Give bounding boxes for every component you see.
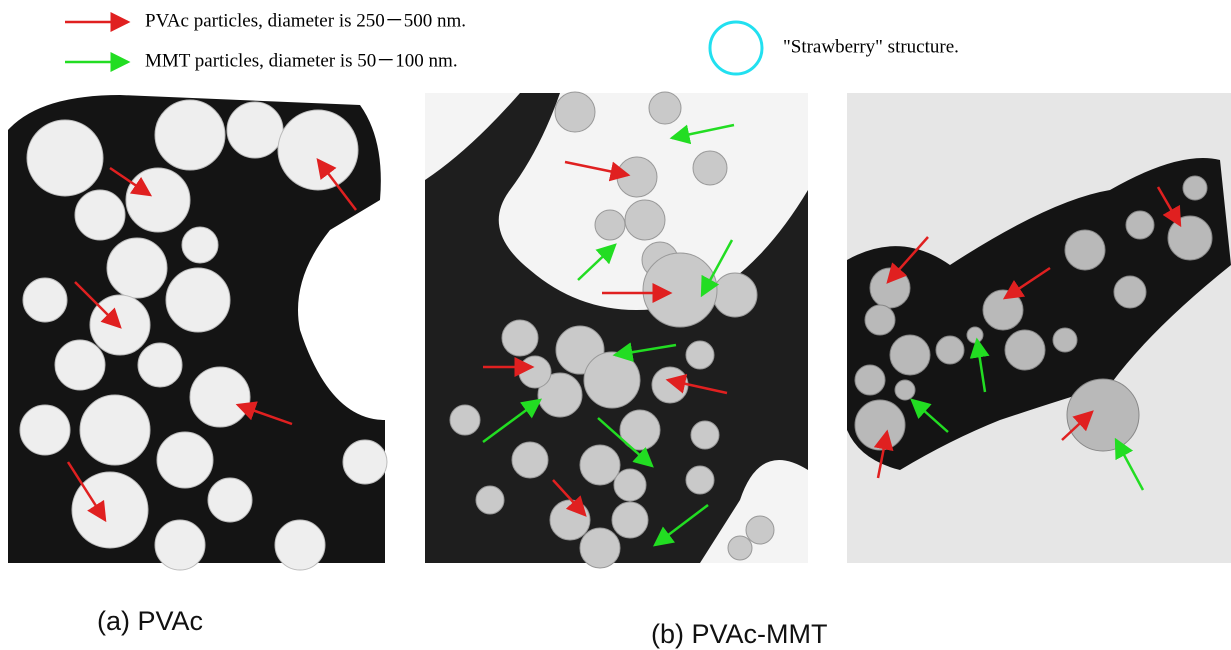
legend-label: PVAc particles, diameter is 250－500 nm. [145,10,466,31]
figure: PVAc particles, diameter is 250－500 nm. … [0,0,1231,650]
legend-label: MMT particles, diameter is 50－100 nm. [145,50,458,71]
panel-caption: (a) PVAc [97,606,203,636]
tem-image [425,92,808,568]
legend: PVAc particles, diameter is 250－500 nm. … [65,10,959,74]
tem-image [8,95,387,570]
tem-image [847,93,1231,563]
legend-label: "Strawberry" structure. [783,36,959,57]
legend-circle [710,22,762,74]
panel-caption: (b) PVAc-MMT [651,619,828,649]
